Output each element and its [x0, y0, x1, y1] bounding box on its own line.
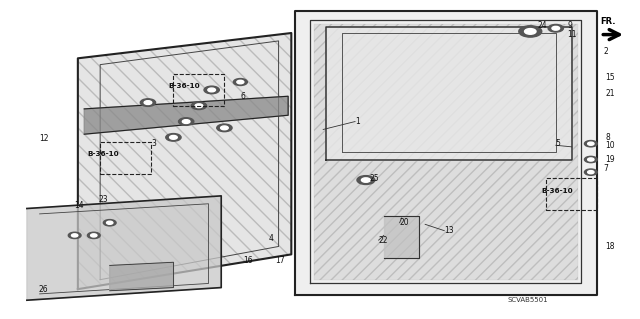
Circle shape [103, 219, 116, 226]
Circle shape [72, 234, 78, 237]
Text: 3: 3 [151, 139, 156, 148]
Text: 15: 15 [605, 73, 615, 82]
Bar [173, 74, 225, 106]
Text: 23: 23 [99, 195, 108, 204]
Text: 16: 16 [244, 256, 253, 265]
Circle shape [208, 88, 216, 92]
Circle shape [170, 136, 177, 139]
Text: 14: 14 [75, 201, 84, 210]
Circle shape [584, 141, 597, 147]
Text: 17: 17 [275, 256, 285, 265]
Circle shape [588, 158, 594, 161]
Circle shape [179, 118, 194, 125]
Polygon shape [78, 33, 291, 289]
Polygon shape [326, 27, 572, 160]
Bar [100, 142, 151, 174]
Text: 1: 1 [355, 117, 360, 126]
Text: 11: 11 [567, 30, 577, 39]
Text: 18: 18 [605, 242, 615, 251]
Text: 26: 26 [38, 285, 48, 294]
Circle shape [552, 26, 559, 30]
Text: 25: 25 [370, 174, 380, 183]
Circle shape [548, 25, 563, 32]
Circle shape [68, 232, 81, 239]
Circle shape [195, 104, 203, 108]
Circle shape [519, 26, 541, 37]
Text: 12: 12 [40, 134, 49, 144]
Text: 7: 7 [604, 165, 609, 174]
Circle shape [234, 78, 247, 85]
Text: 4: 4 [269, 234, 274, 243]
Circle shape [182, 120, 190, 123]
Polygon shape [27, 196, 221, 300]
Bar [546, 178, 597, 210]
Text: 13: 13 [444, 226, 454, 235]
Polygon shape [109, 262, 173, 291]
Circle shape [221, 126, 228, 130]
Text: 8: 8 [605, 133, 610, 142]
Polygon shape [384, 216, 419, 257]
Text: 6: 6 [241, 92, 245, 101]
Circle shape [588, 142, 594, 145]
Text: 19: 19 [605, 155, 615, 164]
Text: 9: 9 [567, 21, 572, 30]
Text: 22: 22 [379, 236, 388, 245]
Circle shape [106, 221, 113, 224]
Text: 2: 2 [604, 48, 608, 56]
Circle shape [588, 171, 594, 174]
Text: 10: 10 [605, 141, 615, 150]
Polygon shape [294, 11, 597, 295]
Circle shape [91, 234, 97, 237]
Circle shape [217, 124, 232, 132]
Text: 24: 24 [538, 21, 548, 30]
Circle shape [140, 99, 156, 106]
Polygon shape [314, 24, 578, 280]
Polygon shape [84, 96, 288, 134]
Text: B-36-10: B-36-10 [541, 188, 573, 194]
Circle shape [144, 101, 152, 105]
Text: 20: 20 [399, 218, 409, 227]
Circle shape [237, 80, 244, 84]
Circle shape [362, 178, 371, 182]
Circle shape [525, 29, 536, 34]
Circle shape [584, 156, 597, 163]
Circle shape [166, 134, 181, 141]
Circle shape [191, 102, 207, 109]
Circle shape [204, 86, 220, 94]
Circle shape [88, 232, 100, 239]
Text: SCVAB5501: SCVAB5501 [508, 297, 548, 303]
Text: 5: 5 [556, 139, 561, 148]
Circle shape [584, 169, 597, 175]
Text: 21: 21 [605, 89, 615, 98]
Text: FR.: FR. [600, 17, 616, 26]
Circle shape [357, 176, 375, 184]
Text: B-36-10: B-36-10 [88, 152, 119, 158]
Text: B-36-10: B-36-10 [168, 83, 200, 89]
